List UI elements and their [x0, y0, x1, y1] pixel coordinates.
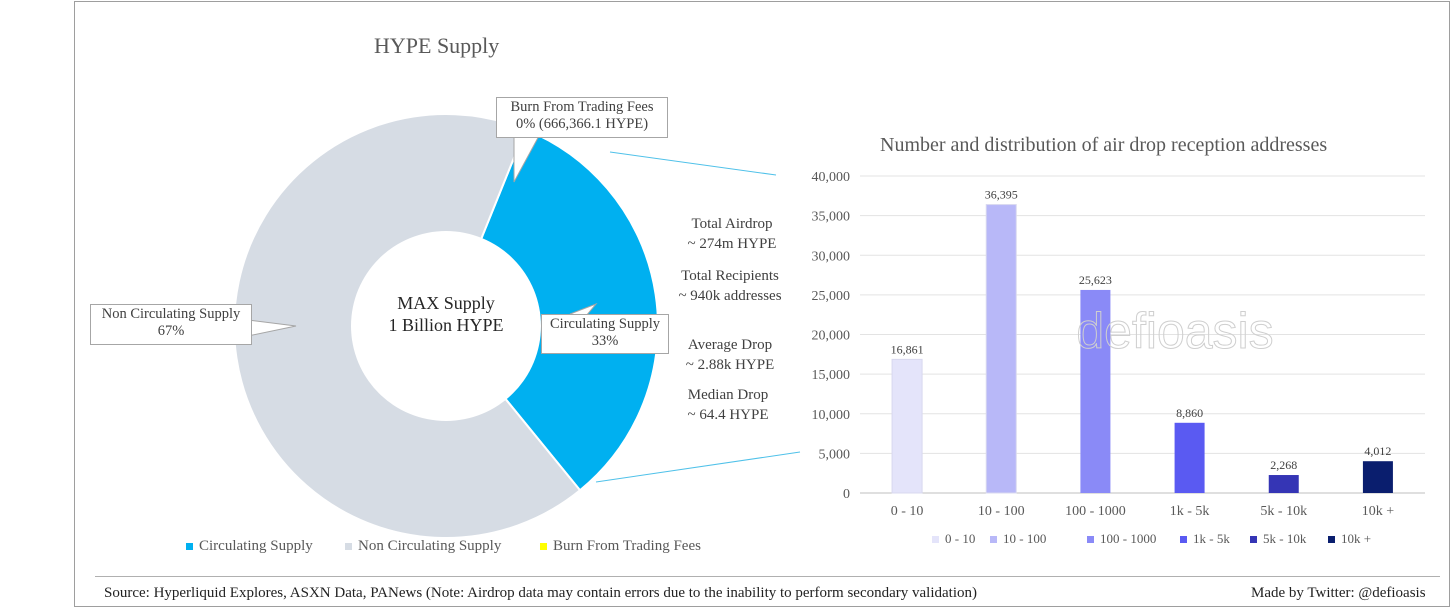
y-tick-label: 0: [843, 487, 850, 502]
legend-swatch-icon: [1328, 535, 1335, 543]
bar-legend-item: 0 - 10: [932, 531, 975, 547]
note-median-drop-value: ~ 64.4 HYPE: [687, 407, 769, 423]
pie-legend-label: Circulating Supply: [199, 538, 313, 554]
note-median-drop-label: Median Drop: [687, 387, 769, 403]
bar-legend-label: 10k +: [1341, 531, 1372, 546]
legend-swatch-icon: [1087, 535, 1094, 543]
legend-swatch-icon: [186, 543, 193, 550]
noncirc-callout-line2: 67%: [157, 323, 185, 339]
pie-legend-label: Burn From Trading Fees: [553, 538, 701, 554]
bar-value-label: 8,860: [1176, 406, 1203, 420]
pie-legend-circulating: Circulating Supply: [186, 538, 313, 555]
bar-value-label: 36,395: [985, 188, 1018, 202]
note-average-drop-label: Average Drop: [687, 337, 773, 353]
note-total-recipients: Total Recipients ~ 940k addresses: [668, 266, 792, 306]
bar-0: [891, 358, 923, 494]
bar-3: [1174, 422, 1205, 493]
note-total-airdrop-label: Total Airdrop: [691, 216, 773, 232]
bar-value-label: 2,268: [1270, 458, 1297, 472]
legend-swatch-icon: [345, 543, 352, 550]
bar-4: [1268, 475, 1299, 493]
burn-callout: Burn From Trading Fees 0% (666,366.1 HYP…: [496, 97, 668, 138]
bar-legend-label: 10 - 100: [1003, 531, 1047, 546]
bar-value-label: 4,012: [1364, 444, 1391, 458]
noncirc-callout: Non Circulating Supply 67%: [90, 304, 252, 345]
center-line-1: MAX Supply: [397, 293, 495, 313]
footer-divider: [95, 576, 1440, 577]
bar-value-label: 25,623: [1079, 273, 1112, 287]
donut-hole: [351, 231, 541, 421]
legend-swatch-icon: [932, 535, 939, 543]
legend-swatch-icon: [1180, 535, 1187, 543]
y-tick-label: 25,000: [812, 289, 851, 304]
bar-legend-item: 100 - 1000: [1087, 531, 1156, 547]
burn-callout-line1: Burn From Trading Fees: [510, 99, 654, 115]
watermark-text: defioasis: [1076, 303, 1274, 360]
y-tick-label: 5,000: [819, 447, 851, 462]
noncirc-callout-line1: Non Circulating Supply: [101, 306, 241, 322]
bar-legend-label: 0 - 10: [945, 531, 976, 546]
bar-chart-title: Number and distribution of air drop rece…: [880, 134, 1328, 156]
center-line-2: 1 Billion HYPE: [388, 315, 504, 335]
y-tick-label: 30,000: [812, 249, 851, 264]
bar-legend-item: 10k +: [1328, 531, 1371, 547]
y-tick-label: 15,000: [812, 368, 851, 383]
connector-line-bottom: [595, 451, 801, 483]
bar-2: [1080, 289, 1111, 493]
watermark: defioasis: [1070, 302, 1280, 360]
bar-legend-item: 1k - 5k: [1180, 531, 1230, 547]
footer-source: Source: Hyperliquid Explores, ASXN Data,…: [104, 585, 977, 601]
note-total-airdrop-value: ~ 274m HYPE: [687, 236, 777, 252]
y-tick-label: 10,000: [812, 408, 851, 423]
y-tick-label: 40,000: [812, 170, 851, 185]
bar-legend-item: 5k - 10k: [1250, 531, 1306, 547]
circ-callout-line2: 33%: [591, 333, 619, 349]
donut-center-label: MAX Supply 1 Billion HYPE: [356, 292, 536, 336]
note-average-drop-value: ~ 2.88k HYPE: [685, 357, 775, 373]
note-average-drop: Average Drop ~ 2.88k HYPE: [666, 335, 794, 375]
note-total-recipients-value: ~ 940k addresses: [678, 288, 782, 304]
pie-slice-circulating-supply: [444, 128, 659, 492]
legend-swatch-icon: [1250, 535, 1257, 543]
connector-line-top: [609, 151, 777, 176]
burn-callout-line2: 0% (666,366.1 HYPE): [515, 116, 649, 132]
pie-legend-burn: Burn From Trading Fees: [540, 538, 701, 555]
pie-legend-noncirculating: Non Circulating Supply: [345, 538, 501, 555]
y-tick-label: 35,000: [812, 210, 851, 225]
note-median-drop: Median Drop ~ 64.4 HYPE: [664, 385, 792, 425]
legend-swatch-icon: [990, 535, 997, 543]
footer-credit: Made by Twitter: @defioasis: [1251, 585, 1426, 601]
bar-5: [1362, 461, 1393, 493]
bar-legend-label: 100 - 1000: [1100, 531, 1157, 546]
chart-frame: [74, 1, 1450, 607]
x-tick-label: 5k - 10k: [1260, 504, 1307, 519]
pie-legend-label: Non Circulating Supply: [358, 538, 502, 554]
bar-1: [985, 204, 1017, 494]
bar-value-label: 16,861: [891, 342, 924, 356]
x-tick-label: 1k - 5k: [1170, 504, 1210, 519]
note-total-recipients-label: Total Recipients: [681, 268, 779, 284]
x-tick-label: 10k +: [1362, 504, 1395, 519]
bar-legend-label: 5k - 10k: [1263, 531, 1307, 546]
bar-legend-label: 1k - 5k: [1193, 531, 1230, 546]
circ-callout-line1: Circulating Supply: [550, 316, 660, 332]
x-tick-label: 10 - 100: [978, 504, 1025, 519]
bar-legend-item: 10 - 100: [990, 531, 1046, 547]
circ-callout: Circulating Supply 33%: [541, 314, 669, 354]
x-tick-label: 0 - 10: [891, 504, 924, 519]
x-tick-label: 100 - 1000: [1065, 504, 1126, 519]
note-total-airdrop: Total Airdrop ~ 274m HYPE: [672, 214, 792, 254]
y-tick-label: 20,000: [812, 329, 851, 344]
legend-swatch-icon: [540, 543, 547, 550]
pie-title: HYPE Supply: [374, 33, 500, 58]
